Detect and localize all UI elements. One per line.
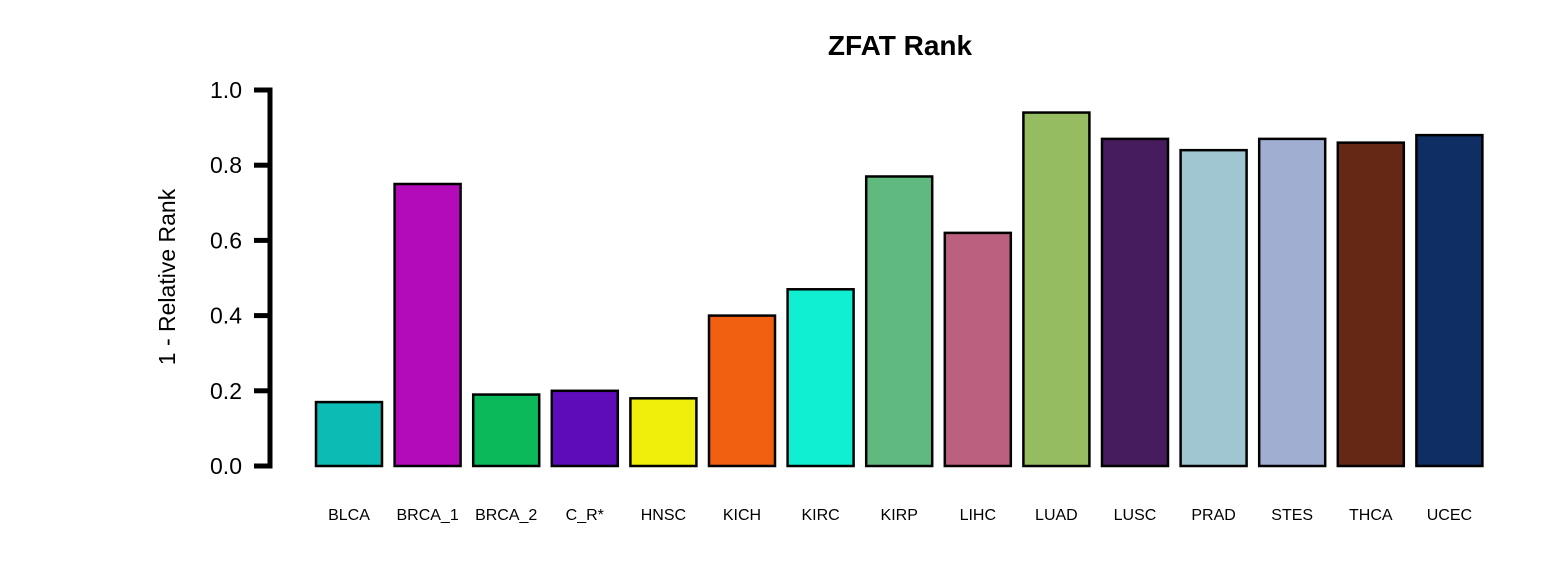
bar-lihc: [943, 231, 1013, 468]
x-tick-label: HNSC: [641, 507, 686, 524]
x-tick-label: LIHC: [960, 507, 996, 524]
x-tick-label: THCA: [1349, 507, 1393, 524]
bar-c-r: [550, 389, 620, 468]
x-tick-label: BLCA: [328, 507, 370, 524]
x-tick-label: LUAD: [1035, 507, 1078, 524]
y-tick-label: 1.0: [210, 77, 242, 103]
y-tick-label: 0.8: [210, 152, 242, 178]
bar-lusc: [1100, 137, 1170, 468]
x-tick-label: UCEC: [1427, 507, 1472, 524]
bar-kirp: [864, 175, 934, 468]
y-tick-label: 0.0: [210, 453, 242, 479]
bar-brca-2: [471, 393, 541, 468]
bar-luad: [1022, 111, 1091, 468]
x-tick-label: C_R*: [566, 507, 604, 524]
x-tick-label: KIRC: [801, 507, 839, 524]
bar-hnsc: [629, 397, 698, 468]
y-axis-label: 1 - Relative Rank: [154, 188, 180, 365]
bar-thca: [1336, 141, 1406, 468]
bar-prad: [1179, 148, 1248, 468]
x-tick-label: BRCA_1: [396, 507, 458, 524]
x-tick-label: PRAD: [1191, 507, 1235, 524]
x-tick-label: LUSC: [1114, 507, 1157, 524]
x-tick-label: BRCA_2: [475, 507, 537, 524]
bar-brca-1: [393, 182, 462, 468]
bar-kich: [707, 314, 777, 468]
y-tick-label: 0.2: [210, 378, 242, 404]
chart-title: ZFAT Rank: [828, 30, 973, 61]
x-tick-label: KICH: [723, 507, 761, 524]
bar-kirc: [786, 288, 855, 468]
x-tick-label: KIRP: [881, 507, 918, 524]
x-tick-label: STES: [1271, 507, 1313, 524]
x-tick-labels: BLCA BRCA_1 BRCA_2 C_R* HNSC KICH KIRC KIRP LIHC…: [328, 507, 1472, 524]
bar-blca: [314, 400, 384, 468]
bar-stes: [1257, 137, 1327, 468]
bar-ucec: [1415, 133, 1484, 468]
bars-group: [314, 111, 1484, 468]
y-axis: 0.0 0.2 0.4 0.6 0.8 1.0: [210, 77, 273, 479]
y-tick-label: 0.6: [210, 227, 242, 253]
y-tick-label: 0.4: [210, 303, 242, 329]
